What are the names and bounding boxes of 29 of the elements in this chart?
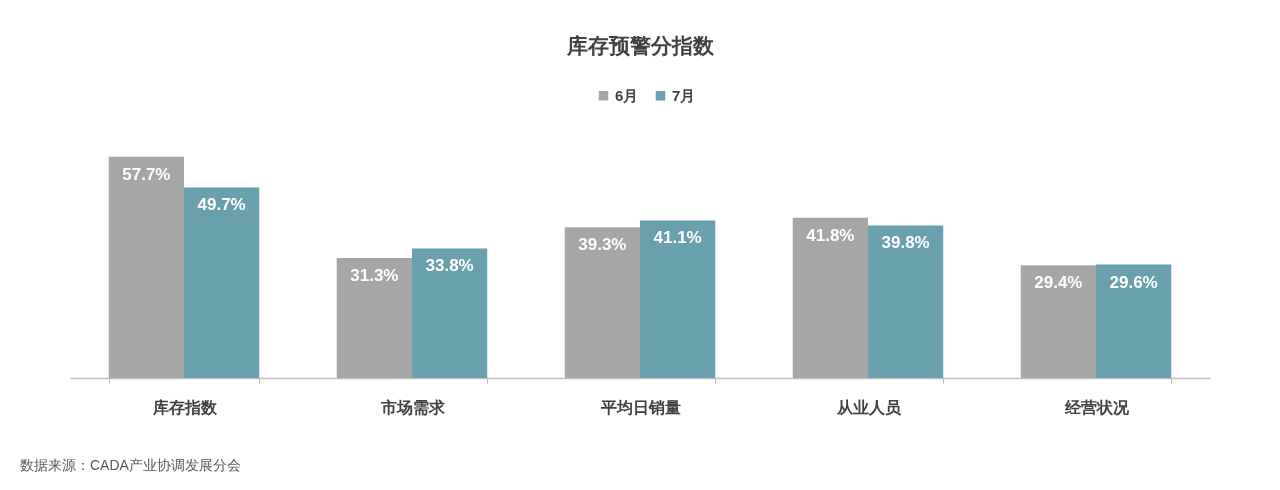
data-label: 39.8%	[881, 233, 930, 253]
bar	[336, 258, 412, 378]
data-label: 41.8%	[806, 225, 855, 245]
data-label: 29.4%	[1034, 273, 1083, 293]
x-tick-label: 平均日销量	[599, 398, 681, 416]
chart-title: 库存预警分指数	[565, 34, 715, 57]
bar	[868, 225, 944, 378]
legend-label: 7月	[672, 86, 696, 104]
x-tick-label: 经营状况	[1063, 398, 1130, 416]
data-label: 41.1%	[653, 228, 702, 248]
bar	[1096, 264, 1172, 378]
x-tick-label: 市场需求	[379, 398, 446, 416]
bar	[412, 248, 488, 378]
data-label: 57.7%	[122, 164, 171, 184]
bar	[108, 156, 184, 378]
data-label: 29.6%	[1109, 272, 1158, 292]
x-tick-label: 库存指数	[151, 398, 218, 416]
x-tick-label: 从业人员	[835, 398, 902, 416]
data-label: 49.7%	[197, 195, 246, 215]
bar	[1020, 265, 1096, 378]
data-label: 31.3%	[350, 266, 399, 286]
data-label: 33.8%	[425, 256, 474, 276]
bar	[640, 220, 716, 378]
data-label: 39.3%	[578, 235, 627, 255]
source-note: 数据来源：CADA产业协调发展分会	[20, 457, 241, 473]
legend-label: 6月	[615, 86, 639, 104]
bar	[184, 187, 260, 378]
bar	[564, 227, 640, 378]
bar	[792, 217, 868, 378]
